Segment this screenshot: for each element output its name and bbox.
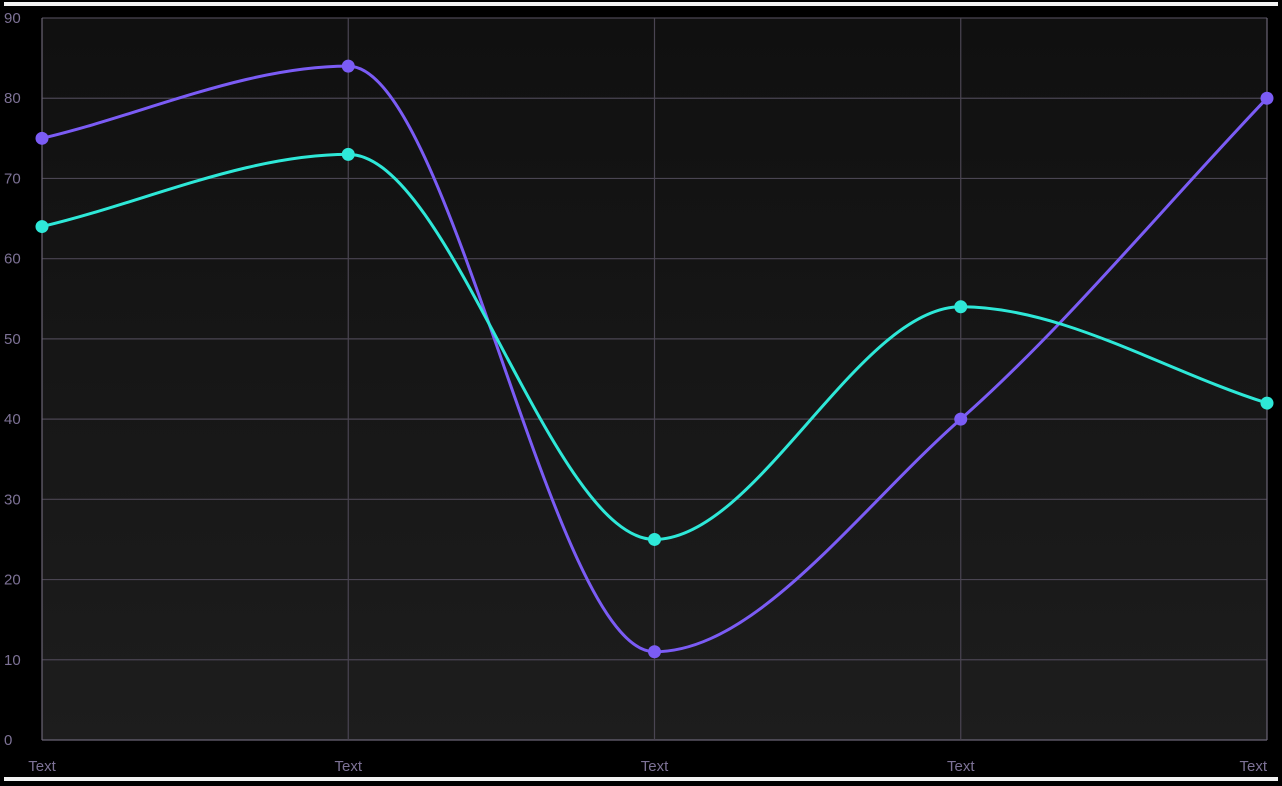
x-tick-label: Text — [334, 758, 362, 775]
series-2 — [35, 147, 1274, 546]
y-axis-ticks: 0 10 20 30 40 50 60 70 80 90 — [4, 10, 21, 749]
data-point[interactable] — [1260, 91, 1274, 105]
x-tick-label: Text — [947, 758, 975, 775]
y-tick-label: 10 — [4, 652, 21, 669]
x-tick-label: Text — [1239, 758, 1267, 775]
y-tick-label: 0 — [4, 732, 12, 749]
y-tick-label: 80 — [4, 90, 21, 107]
x-axis-ticks: Text Text Text Text Text — [28, 758, 1268, 775]
series-line — [40, 64, 1269, 654]
y-tick-label: 50 — [4, 331, 21, 348]
y-tick-label: 60 — [4, 251, 21, 268]
bottom-divider — [4, 777, 1278, 781]
series-1 — [35, 59, 1274, 659]
y-tick-label: 90 — [4, 10, 21, 27]
x-tick-label: Text — [641, 758, 669, 775]
data-point[interactable] — [341, 59, 355, 73]
data-point[interactable] — [35, 131, 49, 145]
data-point[interactable] — [648, 645, 661, 659]
y-tick-label: 30 — [4, 491, 21, 508]
data-point[interactable] — [648, 532, 661, 546]
data-point[interactable] — [35, 220, 49, 234]
y-tick-label: 70 — [4, 170, 21, 187]
data-point[interactable] — [1260, 396, 1274, 410]
x-tick-label: Text — [28, 758, 56, 775]
data-point[interactable] — [954, 412, 968, 426]
y-tick-label: 40 — [4, 411, 21, 428]
top-divider — [4, 2, 1278, 6]
series-layer — [35, 59, 1274, 659]
y-tick-label: 20 — [4, 572, 21, 589]
data-point[interactable] — [341, 147, 355, 161]
data-point[interactable] — [954, 300, 968, 314]
